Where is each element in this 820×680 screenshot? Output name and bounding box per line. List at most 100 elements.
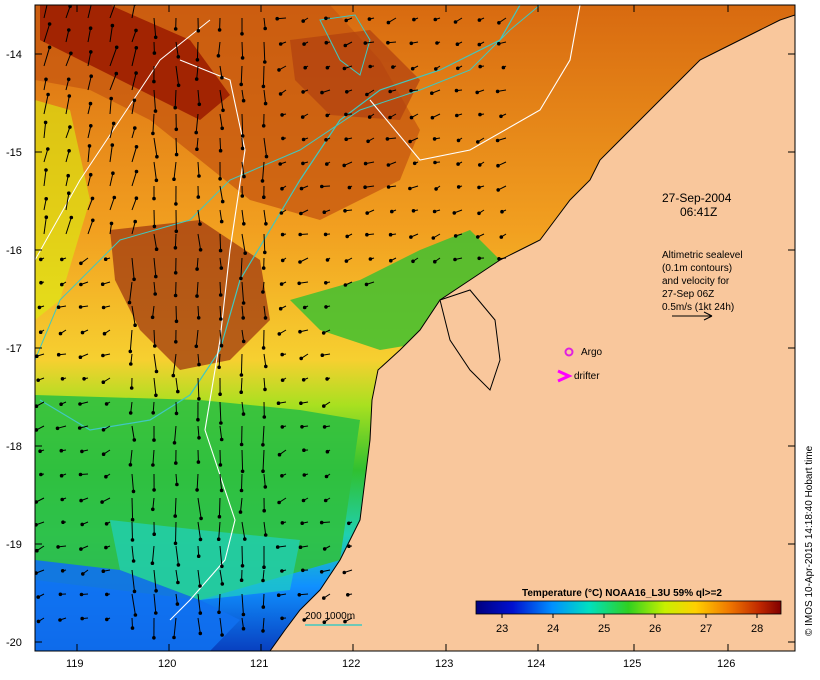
velocity-arrow	[43, 169, 47, 187]
velocity-arrow-head	[410, 66, 415, 71]
velocity-arrow-head	[241, 626, 246, 631]
velocity-arrow-head	[455, 42, 460, 47]
velocity-arrow-head	[56, 305, 61, 310]
velocity-arrow-head	[301, 378, 306, 382]
velocity-arrow-head	[58, 618, 62, 622]
land-peninsula	[439, 289, 501, 391]
velocity-arrow-head	[174, 411, 179, 416]
velocity-arrow	[130, 401, 133, 413]
velocity-arrow-head	[105, 592, 109, 597]
velocity-arrow-head	[219, 437, 224, 442]
velocity-arrow-head	[342, 66, 347, 71]
velocity-arrow-head	[47, 45, 52, 50]
velocity-arrow	[109, 73, 117, 91]
velocity-arrow-head	[239, 442, 244, 447]
velocity-arrow-head	[343, 209, 347, 213]
velocity-arrow-head	[325, 65, 330, 70]
velocity-arrow-head	[132, 277, 136, 282]
velocity-arrow-head	[39, 257, 43, 262]
velocity-arrow	[153, 89, 156, 112]
velocity-arrow-head	[218, 463, 223, 467]
velocity-arrow-head	[238, 510, 243, 514]
velocity-arrow-head	[152, 51, 157, 55]
velocity-arrow	[219, 65, 223, 78]
velocity-arrow	[262, 65, 265, 87]
velocity-arrow-head	[477, 18, 482, 22]
lat-tick-label: -16	[6, 245, 22, 257]
velocity-arrow-head	[59, 402, 63, 407]
velocity-arrow-head	[432, 137, 437, 141]
velocity-arrow-head	[324, 16, 328, 21]
velocity-arrow-head	[242, 222, 246, 226]
velocity-arrow-head	[151, 131, 155, 136]
velocity-arrow	[263, 377, 266, 390]
velocity-arrow	[219, 401, 222, 424]
credit-text: © IMOS 10-Apr-2015 14:18:40 Hobart time	[804, 445, 815, 636]
velocity-arrow	[152, 401, 155, 413]
velocity-arrow-head	[322, 425, 327, 429]
velocity-arrow	[241, 89, 245, 101]
velocity-arrow-head	[133, 323, 137, 328]
velocity-arrow-head	[196, 316, 201, 320]
velocity-arrow-head	[172, 635, 176, 640]
velocity-arrow	[174, 425, 177, 443]
velocity-arrow-head	[38, 449, 42, 454]
velocity-arrow-head	[261, 266, 266, 270]
velocity-arrow-head	[262, 565, 266, 570]
velocity-arrow-head	[364, 282, 369, 287]
velocity-arrow-head	[275, 16, 280, 21]
velocity-arrow	[153, 17, 157, 38]
velocity-arrow-head	[87, 144, 92, 148]
velocity-arrow-head	[365, 232, 369, 237]
velocity-arrow-head	[78, 402, 82, 406]
velocity-arrow-head	[195, 147, 199, 151]
velocity-arrow	[219, 209, 223, 222]
velocity-arrow-head	[239, 488, 244, 493]
velocity-arrow-head	[219, 317, 223, 321]
velocity-arrow	[43, 217, 47, 235]
velocity-arrow-head	[302, 305, 307, 310]
velocity-arrow-head	[195, 267, 199, 271]
velocity-arrow-head	[173, 246, 178, 250]
velocity-arrow	[65, 79, 70, 91]
velocity-arrow-head	[172, 177, 176, 181]
velocity-arrow-head	[240, 194, 245, 198]
velocity-arrow-head	[302, 473, 307, 477]
velocity-arrow-head	[130, 626, 135, 630]
velocity-arrow-head	[495, 89, 500, 94]
velocity-arrow-head	[101, 452, 106, 457]
velocity-arrow-head	[344, 18, 349, 23]
velocity-arrow-head	[152, 196, 156, 201]
velocity-arrow-head	[363, 161, 368, 166]
velocity-arrow-head	[412, 17, 416, 22]
velocity-arrow	[218, 593, 221, 613]
velocity-arrow-head	[173, 293, 178, 298]
blue-south	[35, 560, 240, 651]
velocity-arrow-head	[456, 138, 461, 143]
lon-tick-label: 122	[342, 658, 360, 670]
lon-tick-label: 120	[158, 658, 176, 670]
velocity-arrow	[87, 220, 94, 235]
velocity-arrow-head	[128, 411, 133, 415]
velocity-arrow	[109, 25, 113, 43]
velocity-arrow	[109, 98, 112, 115]
velocity-arrow-head	[241, 612, 246, 617]
velocity-arrow-head	[218, 392, 222, 397]
velocity-arrow-head	[345, 90, 349, 94]
velocity-arrow-head	[47, 22, 52, 26]
velocity-arrow	[152, 113, 155, 134]
velocity-arrow-head	[130, 538, 135, 542]
velocity-arrow-head	[171, 373, 176, 378]
velocity-arrow	[43, 47, 51, 67]
velocity-arrow-head	[435, 41, 439, 45]
velocity-arrow	[262, 161, 265, 181]
lat-tick-label: -17	[6, 343, 22, 355]
velocity-arrow-head	[299, 211, 303, 216]
velocity-arrow-head	[44, 215, 49, 219]
velocity-arrow	[131, 545, 135, 562]
velocity-arrow	[131, 72, 137, 91]
lat-axis: -14 -15 -16 -17 -18 -19 -20	[6, 49, 795, 649]
velocity-arrow-head	[431, 236, 436, 240]
velocity-arrow-head	[301, 498, 306, 503]
hot-patch-ne	[290, 30, 420, 120]
